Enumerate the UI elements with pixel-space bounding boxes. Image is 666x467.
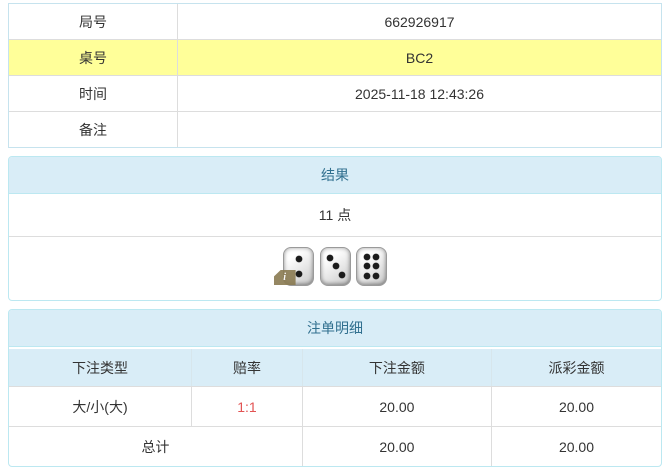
table-row-remark: 备注 <box>9 111 661 147</box>
col-header-odds: 赔率 <box>191 349 303 387</box>
table-row-table-id: 桌号 BC2 <box>9 39 661 76</box>
bet-header-row: 下注类型 赔率 下注金额 派彩金额 <box>9 349 661 387</box>
bet-detail-table: 下注类型 赔率 下注金额 派彩金额 大/小(大) 1:1 20.00 20.00… <box>9 349 661 466</box>
round-id-label: 局号 <box>9 4 178 40</box>
table-id-value: BC2 <box>177 39 661 76</box>
total-bet-amount-cell: 20.00 <box>301 426 492 466</box>
total-row: 总计 20.00 20.00 <box>9 426 661 466</box>
die-2-icon <box>319 247 351 286</box>
bet-detail-panel: 注单明细 下注类型 赔率 下注金额 派彩金额 大/小(大) 1:1 20.00 … <box>8 309 662 467</box>
die-3-icon <box>356 247 388 286</box>
dice-row: i <box>9 237 661 300</box>
remark-label: 备注 <box>9 111 178 147</box>
total-payout-amount-cell: 20.00 <box>490 426 661 466</box>
round-id-value: 662926917 <box>384 13 455 30</box>
image-info-icon[interactable]: i <box>273 270 296 285</box>
table-row-round-id: 局号 662926917 <box>9 4 661 40</box>
col-header-bet-type: 下注类型 <box>9 349 192 387</box>
odds-cell: 1:1 <box>191 386 303 427</box>
die-1-wrap: i <box>273 247 315 286</box>
result-panel: 结果 11 点 i <box>8 156 662 301</box>
time-value: 2025-11-18 12:43:26 <box>177 75 661 112</box>
bet-amount-cell: 20.00 <box>301 386 492 427</box>
col-header-payout-amount: 派彩金额 <box>490 349 661 387</box>
bet-type-cell: 大/小(大) <box>72 398 128 415</box>
time-label: 时间 <box>9 75 178 112</box>
round-info-table: 局号 662926917 桌号 BC2 时间 2025-11-18 12:43:… <box>8 3 662 148</box>
table-id-label: 桌号 <box>9 39 178 76</box>
result-panel-title: 结果 <box>9 157 661 194</box>
total-label-cell: 总计 <box>9 426 303 466</box>
round-detail-page: 局号 662926917 桌号 BC2 时间 2025-11-18 12:43:… <box>8 3 662 467</box>
table-row-time: 时间 2025-11-18 12:43:26 <box>9 75 661 112</box>
result-points-text: 11 点 <box>9 194 661 237</box>
payout-amount-cell: 20.00 <box>490 386 661 427</box>
bet-panel-title: 注单明细 <box>9 310 661 347</box>
bet-row: 大/小(大) 1:1 20.00 20.00 <box>9 386 661 427</box>
remark-value <box>177 111 661 147</box>
col-header-bet-amount: 下注金额 <box>301 349 492 387</box>
